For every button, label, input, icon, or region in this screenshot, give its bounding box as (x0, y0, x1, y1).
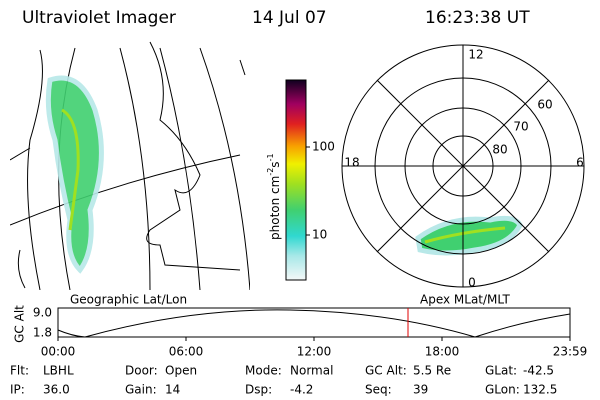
time-label: 00:00 (41, 345, 76, 359)
info-label: Dsp: (245, 383, 272, 397)
instrument-title: Ultraviolet Imager (22, 8, 176, 28)
unit-exp: -2 (266, 168, 275, 176)
info-value: LBHL (43, 364, 74, 378)
apex-caption: Apex MLat/MLT (420, 293, 510, 307)
mlt-label: 18 (344, 156, 359, 170)
time-label: 18:00 (425, 345, 460, 359)
time: 16:23:38 UT (425, 8, 530, 28)
colorbar-unit: photon cm-2s-1 (266, 153, 282, 240)
altitude-curve (57, 309, 571, 338)
alt-tick-label: 9.0 (33, 306, 52, 320)
info-value: Open (165, 364, 197, 378)
alt-tick-label: 1.8 (33, 326, 52, 340)
colorbar-tick-label: 10 (312, 228, 327, 242)
colorbar (285, 79, 307, 281)
info-label: GC Alt: (365, 364, 407, 378)
lat-label: 80 (492, 143, 507, 157)
lat-label: 70 (513, 120, 528, 134)
info-label: GLat: (485, 364, 517, 378)
info-label: Seq: (365, 383, 392, 397)
info-value: 14 (165, 383, 180, 397)
info-label: Flt: (10, 364, 29, 378)
info-label: Mode: (245, 364, 282, 378)
mlt-label: 6 (576, 156, 584, 170)
colorbar-tick-label: 100 (312, 140, 335, 154)
polar-plot: 12 18 6 0 60 70 80 (341, 44, 585, 290)
info-value: 39 (413, 383, 428, 397)
time-label: 23:59 (553, 345, 588, 359)
unit-base: photon cm (268, 176, 282, 240)
mlt-label: 12 (468, 48, 483, 62)
unit-exp: -1 (266, 153, 275, 161)
mlt-label: 0 (468, 276, 476, 290)
info-value: 36.0 (43, 383, 70, 397)
geo-map (10, 41, 250, 290)
geo-caption: Geographic Lat/Lon (70, 293, 187, 307)
info-value: -42.5 (523, 364, 554, 378)
info-value: Normal (290, 364, 333, 378)
info-label: Gain: (125, 383, 157, 397)
info-label: GLon: (485, 383, 520, 397)
orbit-frame (57, 307, 571, 338)
info-value: 132.5 (523, 383, 557, 397)
info-label: Door: (125, 364, 158, 378)
alt-axis-label: GC Alt (13, 305, 27, 343)
date: 14 Jul 07 (252, 8, 327, 28)
time-label: 06:00 (169, 345, 204, 359)
info-label: IP: (10, 383, 25, 397)
info-value: -4.2 (290, 383, 313, 397)
time-label: 12:00 (297, 345, 332, 359)
info-value: 5.5 Re (413, 364, 451, 378)
unit-s: s (268, 161, 282, 167)
lat-label: 60 (537, 98, 552, 112)
